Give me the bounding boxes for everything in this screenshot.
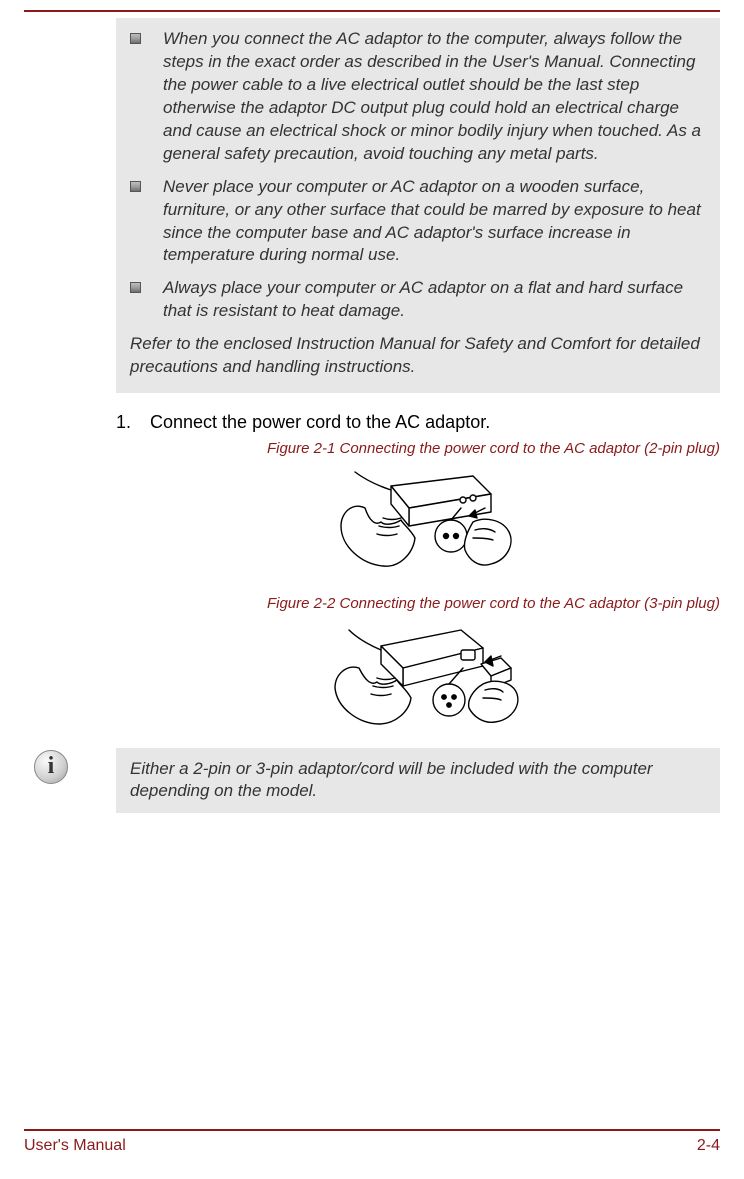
square-bullet-icon	[130, 282, 141, 293]
warning-item: Never place your computer or AC adaptor …	[130, 176, 706, 268]
warning-item: When you connect the AC adaptor to the c…	[130, 28, 706, 166]
info-glyph: i	[48, 753, 55, 780]
warning-item: Always place your computer or AC adaptor…	[130, 277, 706, 323]
step-block: 1. Connect the power cord to the AC adap…	[116, 411, 720, 733]
figure-caption-1: Figure 2-1 Connecting the power cord to …	[116, 439, 720, 459]
warning-text: Always place your computer or AC adaptor…	[163, 277, 706, 323]
step-text: Connect the power cord to the AC adaptor…	[150, 411, 720, 434]
figure-2-1-illustration	[116, 468, 720, 578]
info-note-box: Either a 2-pin or 3-pin adaptor/cord wil…	[116, 748, 720, 814]
figure-caption-2: Figure 2-2 Connecting the power cord to …	[116, 594, 720, 614]
info-icon-column: i	[24, 748, 116, 784]
content-area: When you connect the AC adaptor to the c…	[24, 18, 720, 813]
step-row: 1. Connect the power cord to the AC adap…	[116, 411, 720, 434]
warning-text: Never place your computer or AC adaptor …	[163, 176, 706, 268]
top-rule	[24, 10, 720, 12]
warning-box: When you connect the AC adaptor to the c…	[116, 18, 720, 393]
info-note-text: Either a 2-pin or 3-pin adaptor/cord wil…	[130, 759, 653, 801]
step-number: 1.	[116, 411, 150, 434]
square-bullet-icon	[130, 33, 141, 44]
refer-text: Refer to the enclosed Instruction Manual…	[130, 333, 706, 379]
page-footer: User's Manual 2-4	[24, 1129, 720, 1155]
info-icon: i	[34, 750, 68, 784]
footer-left: User's Manual	[24, 1137, 126, 1155]
info-note-row: i Either a 2-pin or 3-pin adaptor/cord w…	[24, 748, 720, 814]
warning-text: When you connect the AC adaptor to the c…	[163, 28, 706, 166]
footer-right: 2-4	[697, 1137, 720, 1155]
figure-2-2-illustration	[116, 624, 720, 734]
square-bullet-icon	[130, 181, 141, 192]
